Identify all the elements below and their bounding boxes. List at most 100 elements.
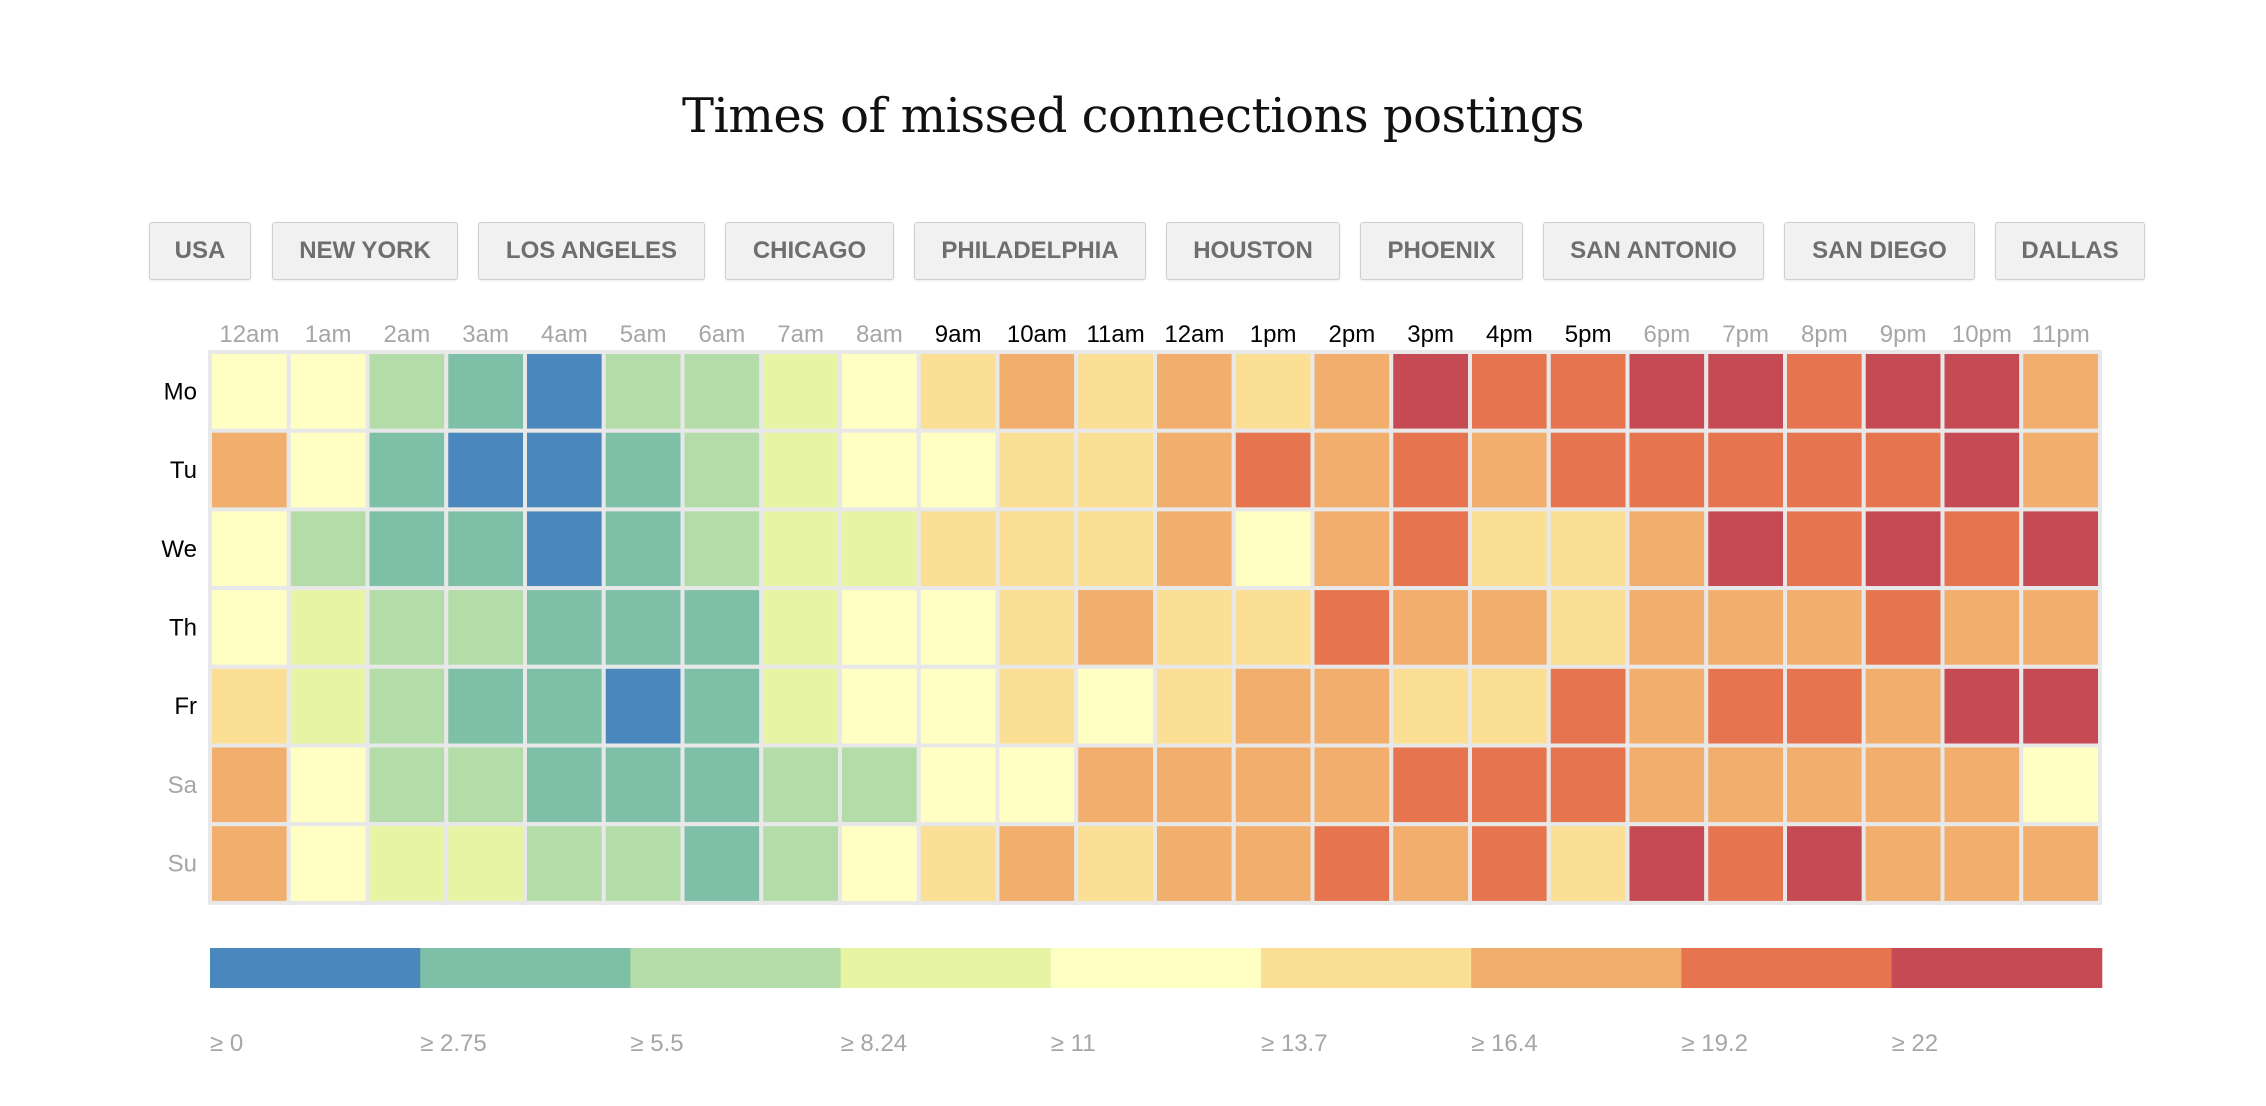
legend-label: ≥ 5.5 bbox=[630, 1030, 683, 1057]
x-tick-label: 9pm bbox=[1880, 321, 1927, 348]
filter-button-new-york[interactable]: NEW YORK bbox=[272, 222, 458, 280]
heatmap-cell bbox=[1783, 428, 1866, 512]
heatmap-cell bbox=[1231, 428, 1315, 512]
heatmap-cell bbox=[759, 428, 842, 512]
heatmap-cell bbox=[1074, 507, 1157, 591]
heatmap-cell bbox=[759, 507, 842, 591]
heatmap-cell bbox=[1704, 743, 1787, 827]
heatmap-cell bbox=[286, 507, 370, 591]
legend-swatch bbox=[1050, 948, 1262, 988]
filter-button-philadelphia[interactable]: PHILADELPHIA bbox=[914, 222, 1146, 280]
filter-button-houston[interactable]: HOUSTON bbox=[1166, 222, 1340, 280]
heatmap-cell bbox=[995, 428, 1079, 512]
heatmap-cell bbox=[1310, 743, 1394, 827]
heatmap-cell bbox=[1153, 428, 1236, 512]
x-tick-label: 11am bbox=[1086, 321, 1144, 348]
heatmap-cell bbox=[1546, 664, 1630, 748]
heatmap-cell bbox=[601, 507, 685, 591]
heatmap-cell bbox=[1546, 350, 1630, 433]
city-filter-bar: USA NEW YORK LOS ANGELES CHICAGO PHILADE… bbox=[0, 222, 2266, 282]
heatmap-cell bbox=[365, 743, 449, 827]
heatmap-cell bbox=[1310, 507, 1394, 591]
heatmap-cell bbox=[523, 428, 606, 512]
heatmap-cell bbox=[208, 428, 291, 512]
heatmap-cell bbox=[208, 586, 291, 669]
chart-title: Times of missed connections postings bbox=[681, 88, 1585, 144]
y-tick-label: Th bbox=[169, 614, 197, 641]
x-tick-label: 3am bbox=[462, 321, 509, 348]
heatmap-cell bbox=[838, 664, 921, 748]
heatmap-cell bbox=[2019, 507, 2102, 591]
heatmap-cell bbox=[995, 822, 1079, 905]
x-tick-label: 6am bbox=[699, 321, 746, 348]
heatmap-cell bbox=[1783, 822, 1866, 905]
filter-button-phoenix[interactable]: PHOENIX bbox=[1360, 222, 1523, 280]
heatmap-cell bbox=[1940, 664, 2024, 748]
x-tick-label: 6pm bbox=[1644, 321, 1691, 348]
heatmap-cell bbox=[1153, 507, 1236, 591]
heatmap-cell bbox=[1389, 822, 1472, 905]
heatmap-cell bbox=[1546, 428, 1630, 512]
heatmap-cell bbox=[286, 586, 370, 669]
x-tick-label: 1pm bbox=[1250, 321, 1297, 348]
heatmap-cell bbox=[680, 743, 764, 827]
heatmap-cell bbox=[1546, 743, 1630, 827]
heatmap-cells bbox=[208, 350, 2102, 905]
heatmap-cell bbox=[208, 822, 291, 905]
heatmap-cell bbox=[1310, 586, 1394, 669]
heatmap-cell bbox=[1310, 822, 1394, 905]
heatmap-cell bbox=[1153, 350, 1236, 433]
filter-button-dallas[interactable]: DALLAS bbox=[1995, 222, 2145, 280]
heatmap-cell bbox=[601, 664, 685, 748]
heatmap-cell bbox=[1310, 664, 1394, 748]
heatmap-cell bbox=[286, 822, 370, 905]
heatmap-cell bbox=[1074, 822, 1157, 905]
heatmap-cell bbox=[680, 822, 764, 905]
heatmap-cell bbox=[1625, 822, 1709, 905]
heatmap-cell bbox=[1625, 664, 1709, 748]
heatmap-cell bbox=[1468, 664, 1551, 748]
heatmap-cell bbox=[1546, 507, 1630, 591]
heatmap-cell bbox=[838, 428, 921, 512]
heatmap-cell bbox=[523, 507, 606, 591]
heatmap-cell bbox=[208, 664, 291, 748]
filter-button-chicago[interactable]: CHICAGO bbox=[725, 222, 894, 280]
heatmap-cell bbox=[1153, 664, 1236, 748]
heatmap-cell bbox=[286, 428, 370, 512]
heatmap-cell bbox=[2019, 350, 2102, 433]
legend-swatch bbox=[1471, 948, 1682, 988]
heatmap-cell bbox=[1940, 743, 2024, 827]
x-tick-label: 4am bbox=[541, 321, 588, 348]
x-tick-label: 12am bbox=[219, 321, 279, 348]
heatmap-cell bbox=[1861, 664, 1945, 748]
legend-label: ≥ 2.75 bbox=[420, 1030, 487, 1057]
legend-label: ≥ 22 bbox=[1892, 1030, 1939, 1057]
filter-button-usa[interactable]: USA bbox=[149, 222, 251, 280]
heatmap-cell bbox=[1468, 350, 1551, 433]
filter-button-los-angeles[interactable]: LOS ANGELES bbox=[478, 222, 705, 280]
heatmap-cell bbox=[1389, 428, 1472, 512]
heatmap-cell bbox=[1940, 822, 2024, 905]
heatmap-cell bbox=[1468, 743, 1551, 827]
filter-button-san-diego[interactable]: SAN DIEGO bbox=[1784, 222, 1975, 280]
heatmap-cell bbox=[995, 743, 1079, 827]
legend-swatch bbox=[210, 948, 421, 988]
heatmap-cell bbox=[1546, 586, 1630, 669]
y-tick-label: Tu bbox=[170, 457, 197, 484]
heatmap-cell bbox=[1231, 507, 1315, 591]
heatmap-cell bbox=[916, 507, 1000, 591]
heatmap-cell bbox=[601, 428, 685, 512]
heatmap-cell bbox=[1468, 507, 1551, 591]
filter-button-san-antonio[interactable]: SAN ANTONIO bbox=[1543, 222, 1764, 280]
heatmap-cell bbox=[916, 664, 1000, 748]
heatmap-cell bbox=[680, 586, 764, 669]
heatmap-cell bbox=[365, 586, 449, 669]
heatmap-cell bbox=[995, 664, 1079, 748]
heatmap-cell bbox=[365, 507, 449, 591]
heatmap-cell bbox=[995, 507, 1079, 591]
heatmap-cell bbox=[444, 350, 527, 433]
heatmap-cell bbox=[680, 507, 764, 591]
heatmap-cell bbox=[1389, 350, 1472, 433]
heatmap-cell bbox=[601, 586, 685, 669]
